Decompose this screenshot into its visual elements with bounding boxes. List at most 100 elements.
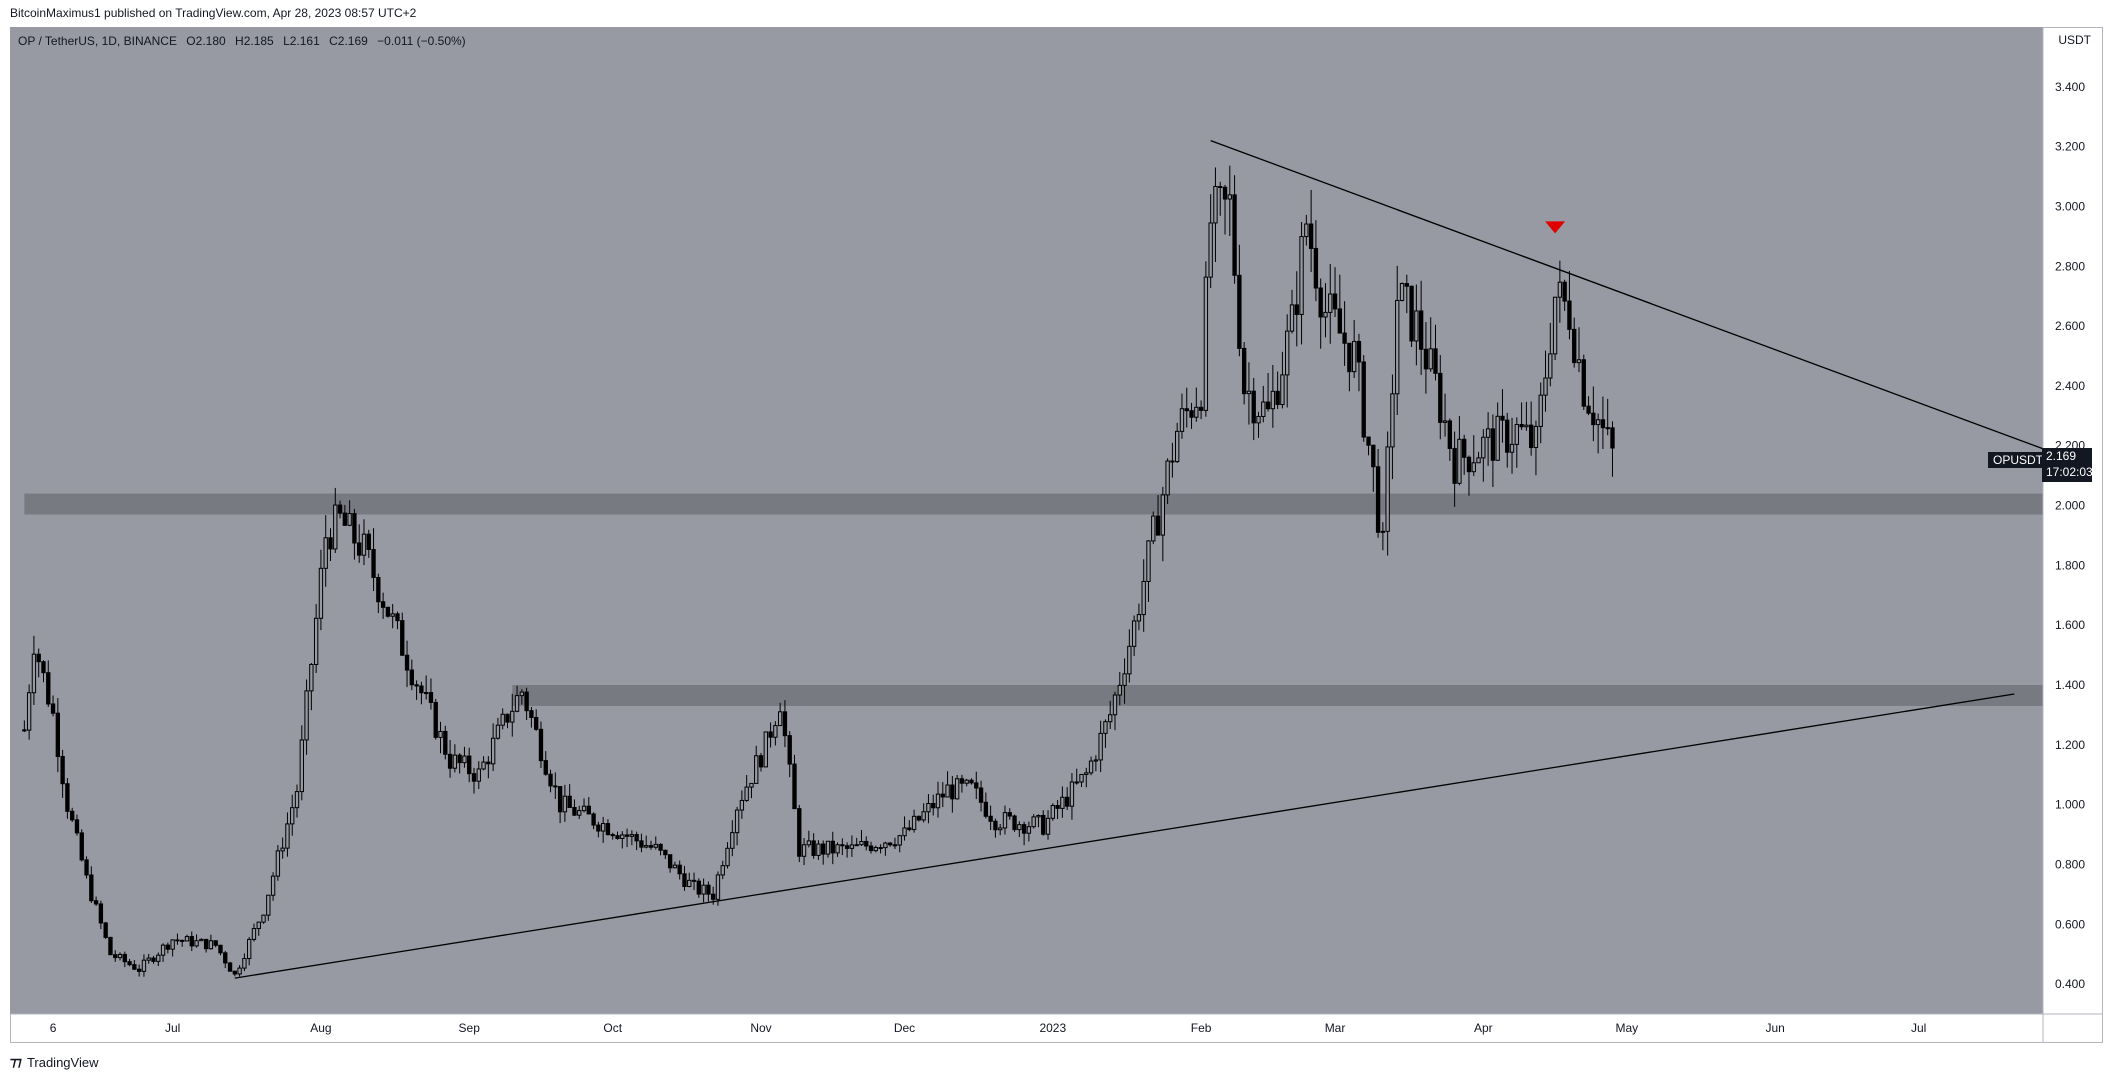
candle[interactable] bbox=[835, 842, 840, 857]
candle[interactable] bbox=[108, 936, 113, 956]
candle[interactable] bbox=[639, 833, 644, 853]
candle[interactable] bbox=[1232, 175, 1237, 284]
candle[interactable] bbox=[1041, 810, 1046, 836]
candle[interactable] bbox=[1572, 317, 1577, 368]
candle[interactable] bbox=[1285, 314, 1290, 408]
candle[interactable] bbox=[151, 955, 156, 964]
candle[interactable] bbox=[1490, 414, 1496, 487]
candle[interactable] bbox=[323, 515, 328, 587]
candle[interactable] bbox=[931, 794, 936, 816]
candle[interactable] bbox=[189, 931, 194, 951]
candle[interactable] bbox=[648, 840, 654, 850]
candle[interactable] bbox=[486, 756, 491, 779]
candle[interactable] bbox=[376, 573, 381, 614]
candle[interactable] bbox=[433, 698, 438, 740]
candle[interactable] bbox=[615, 831, 620, 840]
candle[interactable] bbox=[840, 838, 845, 856]
candle[interactable] bbox=[1380, 522, 1386, 551]
candle[interactable] bbox=[658, 843, 663, 856]
candle[interactable] bbox=[567, 784, 572, 808]
candle[interactable] bbox=[725, 842, 730, 869]
candle[interactable] bbox=[610, 832, 615, 840]
candle[interactable] bbox=[1605, 398, 1610, 436]
candle[interactable] bbox=[811, 833, 816, 859]
tradingview-footer[interactable]: ⁊⁊ TradingView bbox=[10, 1052, 98, 1072]
candle[interactable] bbox=[347, 500, 352, 527]
candle[interactable] bbox=[74, 814, 80, 836]
candle[interactable] bbox=[940, 781, 945, 808]
candle[interactable] bbox=[1246, 362, 1252, 425]
candle[interactable] bbox=[1466, 455, 1472, 496]
candle[interactable] bbox=[969, 778, 974, 785]
candle[interactable] bbox=[423, 675, 429, 700]
candle[interactable] bbox=[1136, 603, 1142, 631]
candle[interactable] bbox=[380, 592, 386, 619]
candle[interactable] bbox=[1595, 413, 1601, 454]
candle[interactable] bbox=[978, 780, 984, 812]
candle[interactable] bbox=[1103, 719, 1108, 748]
candle[interactable] bbox=[122, 951, 127, 968]
candle[interactable] bbox=[132, 960, 137, 971]
candle[interactable] bbox=[256, 921, 261, 936]
candle[interactable] bbox=[782, 700, 788, 748]
candle[interactable] bbox=[1457, 416, 1462, 486]
candle[interactable] bbox=[26, 684, 32, 740]
candle[interactable] bbox=[1610, 421, 1615, 477]
candle[interactable] bbox=[414, 680, 419, 700]
candle[interactable] bbox=[849, 835, 855, 857]
candle[interactable] bbox=[41, 660, 46, 683]
candle[interactable] bbox=[160, 943, 166, 962]
candle[interactable] bbox=[864, 836, 869, 851]
candle[interactable] bbox=[1213, 167, 1218, 263]
candle[interactable] bbox=[663, 849, 668, 860]
candle[interactable] bbox=[1366, 436, 1371, 456]
candle[interactable] bbox=[500, 708, 505, 730]
candle[interactable] bbox=[696, 878, 702, 898]
candle[interactable] bbox=[1567, 270, 1572, 340]
candle[interactable] bbox=[706, 881, 711, 902]
candle[interactable] bbox=[251, 923, 257, 942]
candle[interactable] bbox=[844, 842, 850, 858]
candle[interactable] bbox=[806, 830, 812, 848]
candle[interactable] bbox=[136, 964, 142, 977]
candle[interactable] bbox=[1500, 389, 1505, 443]
candle[interactable] bbox=[352, 508, 357, 560]
candle[interactable] bbox=[1562, 279, 1567, 311]
candle[interactable] bbox=[1524, 401, 1529, 431]
candle[interactable] bbox=[1198, 400, 1204, 420]
candle[interactable] bbox=[1533, 420, 1539, 476]
candle[interactable] bbox=[998, 823, 1003, 836]
candle[interactable] bbox=[199, 938, 204, 942]
candle[interactable] bbox=[715, 871, 721, 906]
candle[interactable] bbox=[1289, 289, 1295, 334]
candle[interactable] bbox=[825, 840, 831, 858]
candle[interactable] bbox=[557, 786, 563, 824]
candle[interactable] bbox=[653, 836, 658, 850]
candle[interactable] bbox=[1548, 322, 1553, 387]
candle[interactable] bbox=[577, 805, 582, 820]
support-zone-2[interactable] bbox=[512, 685, 2043, 706]
candle[interactable] bbox=[1414, 284, 1419, 366]
candle[interactable] bbox=[1576, 327, 1582, 373]
candle[interactable] bbox=[1514, 417, 1519, 468]
candle[interactable] bbox=[218, 944, 223, 956]
candle[interactable] bbox=[792, 754, 797, 810]
candle[interactable] bbox=[1117, 671, 1122, 706]
candle[interactable] bbox=[395, 611, 400, 630]
candle[interactable] bbox=[1251, 377, 1256, 441]
candle[interactable] bbox=[911, 809, 917, 833]
candle[interactable] bbox=[1433, 324, 1438, 381]
candle[interactable] bbox=[1079, 773, 1084, 787]
candle[interactable] bbox=[31, 635, 37, 706]
candle[interactable] bbox=[859, 830, 864, 847]
candle[interactable] bbox=[959, 774, 965, 793]
candle[interactable] bbox=[701, 878, 706, 903]
candle[interactable] bbox=[754, 745, 759, 784]
candle[interactable] bbox=[892, 837, 898, 849]
candle[interactable] bbox=[624, 828, 630, 848]
candle[interactable] bbox=[60, 749, 65, 798]
candle[interactable] bbox=[328, 528, 333, 562]
candle[interactable] bbox=[400, 612, 405, 656]
candle[interactable] bbox=[1375, 449, 1381, 538]
candle[interactable] bbox=[46, 660, 51, 707]
